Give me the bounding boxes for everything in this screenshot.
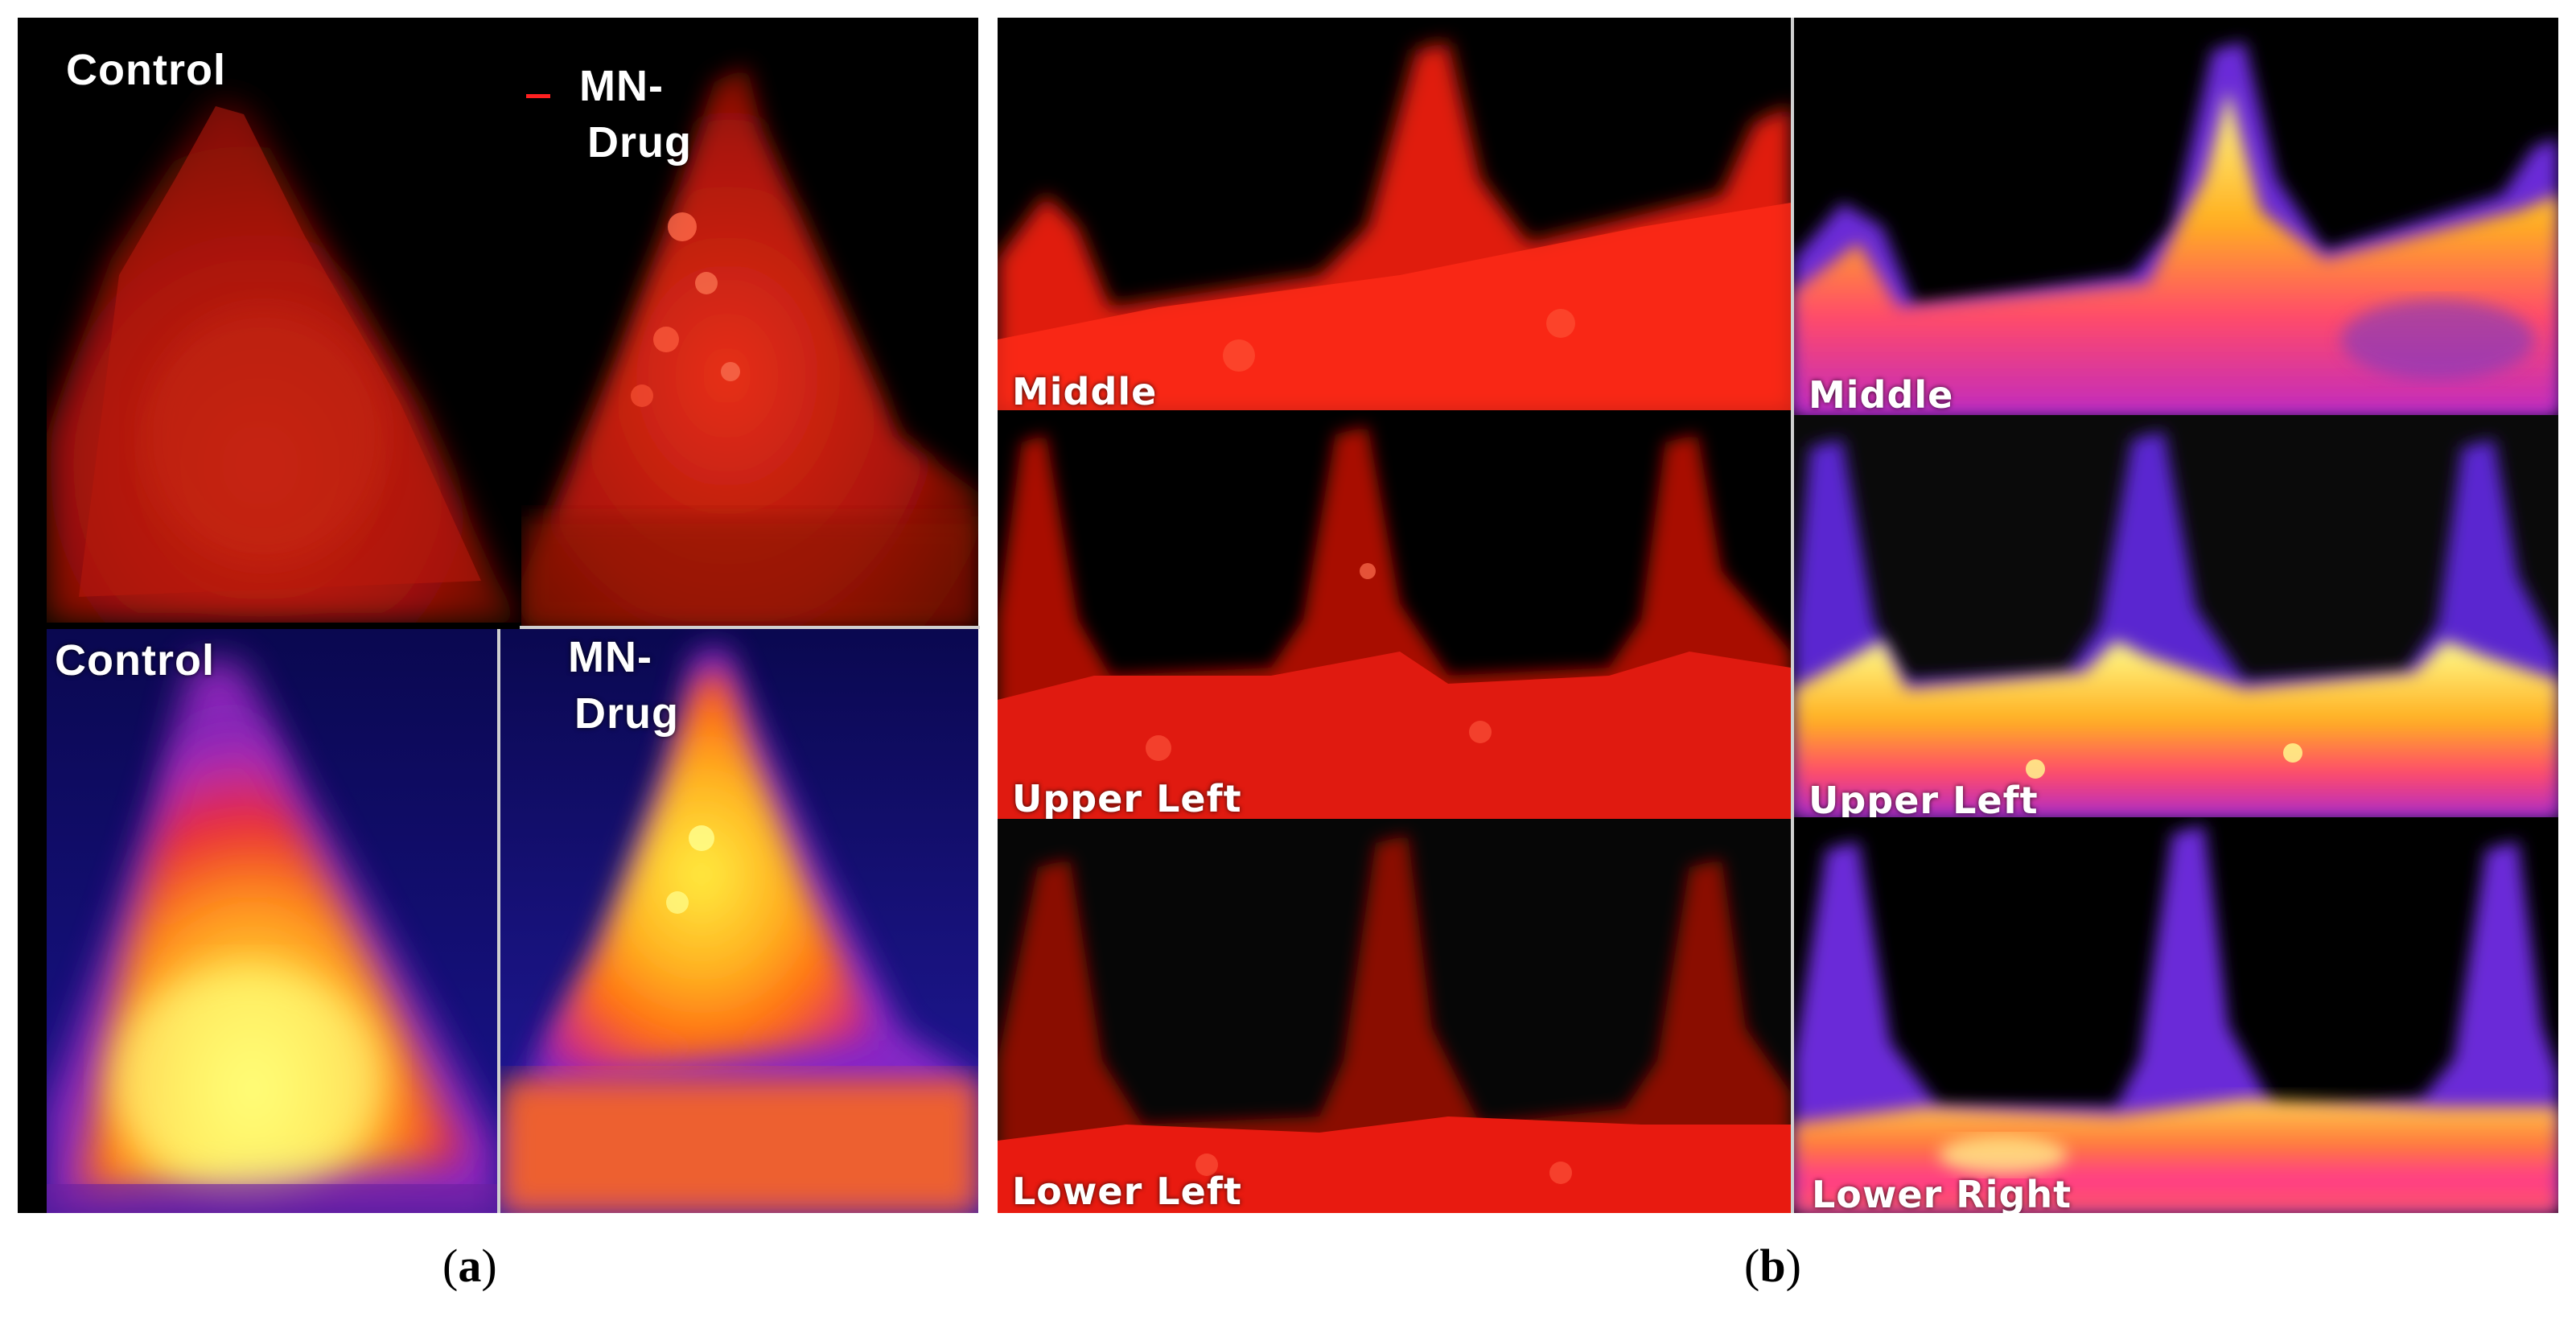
red-lower-left-image: Lower Left (998, 819, 1791, 1213)
red-middle-label: Middle (1012, 370, 1158, 410)
mn-drug-red-image: MN- Drug (521, 18, 978, 629)
heat-lower-right-image: Lower Right (1794, 817, 2558, 1213)
heat-upper-left-label: Upper Left (1809, 779, 2039, 817)
heat-lower-right-label: Lower Right (1812, 1173, 2072, 1213)
mn-drug-bottom-label-line2: Drug (574, 689, 679, 738)
panel-a-divider-horizontal (520, 626, 980, 629)
red-upper-left-image: Upper Left (998, 410, 1791, 819)
panel-a-divider-vertical (497, 629, 500, 1213)
control-red-image: Control (47, 18, 521, 623)
panel-b-caption-close: ) (1785, 1240, 1801, 1292)
control-top-label: Control (66, 46, 226, 94)
panel-b-caption-open: ( (1744, 1240, 1760, 1292)
scale-bar-icon (526, 94, 550, 98)
red-lower-left-label: Lower Left (1012, 1170, 1242, 1213)
mn-drug-bottom-label-line1: MN- (568, 633, 652, 681)
heat-middle-label: Middle (1809, 373, 1954, 415)
panel-b-caption: (b) (1744, 1239, 1801, 1293)
panel-a-caption: (a) (442, 1239, 497, 1293)
panel-a-caption-close: ) (481, 1240, 497, 1292)
mn-drug-heatmap-image: MN- Drug (500, 629, 978, 1213)
red-upper-left-label: Upper Left (1012, 777, 1242, 819)
red-middle-image: Middle (998, 18, 1791, 410)
mn-drug-top-label-line1: MN- (579, 62, 664, 110)
mn-drug-top-label-line2: Drug (587, 118, 692, 167)
heat-middle-image: Middle (1794, 18, 2558, 415)
heat-upper-left-image: Upper Left (1794, 415, 2558, 817)
panel-a-caption-letter: a (458, 1240, 482, 1292)
control-heatmap-image: Control (47, 629, 497, 1213)
panel-b-divider-vertical (1791, 18, 1794, 1213)
panel-a-caption-open: ( (442, 1240, 459, 1292)
panel-b-caption-letter: b (1759, 1240, 1786, 1292)
control-bottom-label: Control (55, 636, 215, 685)
